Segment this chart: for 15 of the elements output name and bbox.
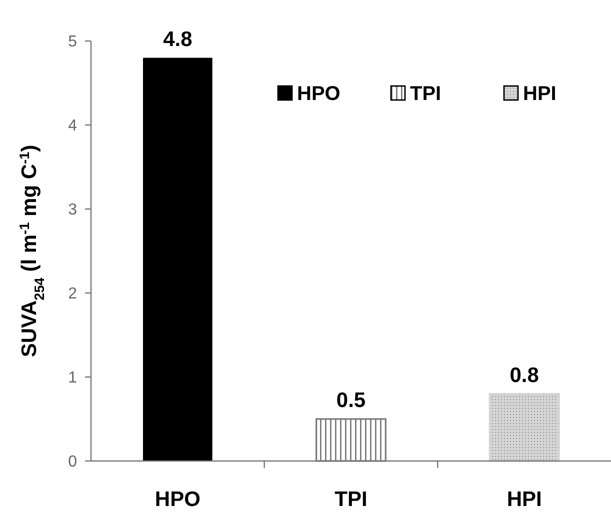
data-label: 4.8: [163, 28, 193, 51]
y-tick-label: 2: [68, 286, 78, 303]
x-tick-label: HPO: [154, 488, 200, 511]
y-tick-label: 5: [68, 34, 78, 51]
legend-label: TPI: [410, 83, 442, 105]
legend-label: HPI: [523, 83, 556, 105]
y-tick-label: 1: [68, 370, 78, 387]
y-tick-label: 0: [68, 454, 78, 471]
data-label: 0.5: [336, 389, 366, 412]
x-tick-label: HPI: [506, 488, 542, 511]
legend-label: HPO: [297, 83, 340, 105]
x-tick-label: TPI: [334, 488, 368, 511]
data-label: 0.8: [510, 364, 540, 387]
y-tick-label: 4: [68, 118, 78, 135]
y-tick-label: 3: [68, 202, 78, 219]
